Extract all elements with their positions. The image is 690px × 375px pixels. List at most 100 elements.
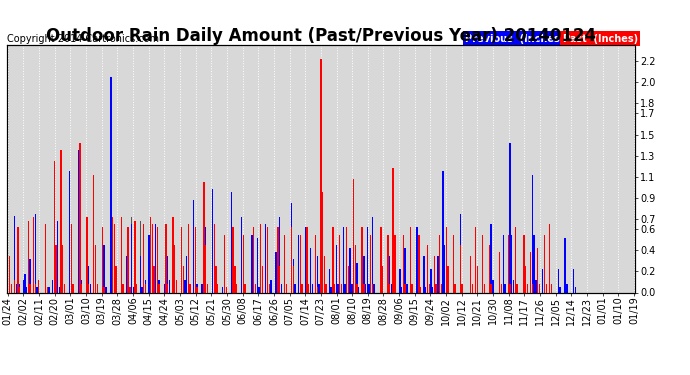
Bar	[234, 266, 235, 292]
Bar	[203, 182, 204, 292]
Bar	[196, 287, 197, 292]
Bar	[560, 287, 561, 292]
Bar	[356, 284, 357, 292]
Bar	[353, 179, 354, 292]
Bar	[502, 235, 504, 292]
Bar	[270, 280, 272, 292]
Bar	[47, 287, 48, 292]
Bar	[471, 284, 473, 292]
Bar	[57, 221, 59, 292]
Bar	[425, 287, 426, 292]
Bar	[351, 284, 353, 292]
Bar	[9, 256, 10, 292]
Bar	[174, 245, 175, 292]
Bar	[260, 224, 262, 292]
Bar	[16, 284, 17, 292]
Bar	[513, 280, 514, 292]
Bar	[501, 287, 502, 292]
Bar	[195, 256, 196, 292]
Bar	[132, 287, 134, 292]
Bar	[358, 287, 359, 292]
Bar	[394, 287, 395, 292]
Bar	[37, 287, 38, 292]
Bar	[233, 227, 234, 292]
Bar	[132, 287, 134, 292]
Bar	[363, 284, 364, 292]
Bar	[477, 287, 478, 292]
Bar	[516, 284, 518, 292]
Bar	[212, 189, 213, 292]
Bar	[195, 227, 196, 292]
Bar	[575, 287, 576, 292]
Bar	[533, 235, 535, 292]
Bar	[334, 284, 335, 292]
Bar	[45, 224, 46, 292]
Bar	[356, 263, 357, 292]
Bar	[234, 280, 235, 292]
Bar	[90, 284, 91, 292]
Bar	[277, 227, 279, 292]
Text: Copyright 2014 Cartronics.com: Copyright 2014 Cartronics.com	[7, 34, 159, 44]
Bar	[155, 224, 157, 292]
Bar	[72, 284, 74, 292]
Bar	[439, 235, 440, 292]
Bar	[30, 284, 31, 292]
Bar	[380, 227, 382, 292]
Bar	[477, 266, 478, 292]
Bar	[491, 284, 492, 292]
Bar	[69, 171, 70, 292]
Bar	[55, 245, 57, 292]
Bar	[549, 224, 551, 292]
Bar	[186, 256, 188, 292]
Bar	[167, 256, 168, 292]
Bar	[420, 287, 422, 292]
Bar	[81, 280, 82, 292]
Bar	[284, 256, 286, 292]
Bar	[489, 245, 490, 292]
Bar	[253, 284, 255, 292]
Bar	[428, 284, 430, 292]
Bar	[424, 256, 425, 292]
Bar	[335, 245, 337, 292]
Bar	[406, 284, 408, 292]
Bar	[145, 284, 146, 292]
Bar	[324, 256, 325, 292]
Bar	[549, 256, 551, 292]
Bar	[372, 284, 373, 292]
Bar	[19, 284, 21, 292]
Bar	[411, 287, 413, 292]
Bar	[312, 284, 313, 292]
Bar	[373, 284, 375, 292]
Bar	[439, 287, 440, 292]
Bar	[532, 174, 533, 292]
Bar	[431, 269, 432, 292]
Bar	[201, 284, 203, 292]
Bar	[484, 287, 485, 292]
Bar	[515, 227, 516, 292]
Bar	[332, 227, 333, 292]
Bar	[38, 280, 39, 292]
Bar	[251, 235, 253, 292]
Bar	[70, 224, 72, 292]
Bar	[128, 227, 129, 292]
Bar	[302, 284, 303, 292]
Bar	[306, 227, 308, 292]
Bar	[482, 235, 483, 292]
Bar	[286, 284, 287, 292]
Bar	[224, 235, 225, 292]
Bar	[437, 256, 439, 292]
Bar	[382, 266, 384, 292]
Bar	[136, 284, 137, 292]
Bar	[62, 245, 63, 292]
Bar	[339, 235, 340, 292]
Bar	[267, 287, 268, 292]
Bar	[215, 266, 217, 292]
Bar	[230, 192, 232, 292]
Bar	[157, 227, 158, 292]
Bar	[10, 284, 12, 292]
Bar	[88, 284, 89, 292]
Bar	[337, 284, 339, 292]
Bar	[48, 287, 50, 292]
Bar	[475, 227, 476, 292]
Bar	[190, 284, 191, 292]
